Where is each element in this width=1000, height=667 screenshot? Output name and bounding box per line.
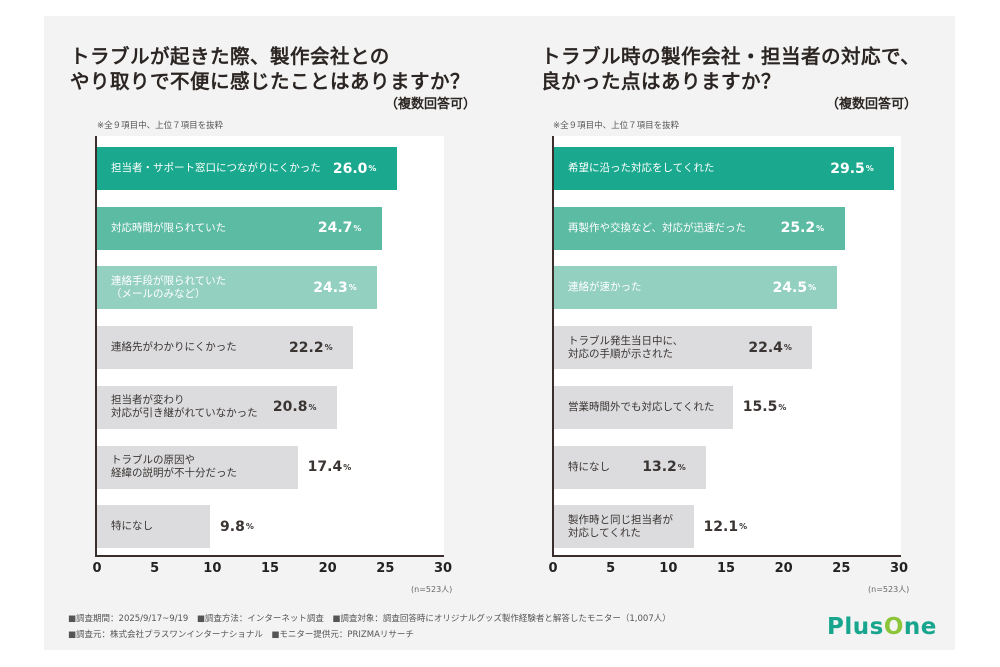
x-tick-label: 5 [606,561,616,576]
bar-value-label: 17.4% [307,459,352,475]
x-tick-label: 0 [548,561,558,576]
left-chart-sample-size: (n=523人) [411,585,453,594]
right-chart-plot: 希望に沿った対応をしてくれた 29.5% 再製作や交換など、対応が迅速だった 25.2… [552,136,901,557]
x-tick-label: 20 [318,561,337,576]
bar-value-label: 13.2% [642,459,686,475]
bar-value-label: 26.0% [332,160,377,177]
right-chart-note: ※全９項目中、上位７項目を抜粋 [553,121,680,131]
bar-category-label: 連絡手段が限られていた （メールのみなど） [111,274,227,300]
bar-category-label: 連絡先がわかりにくかった [111,341,237,354]
bar-value-label: 24.3% [313,279,357,296]
bar-category-label: 営業時間外でも対応してくれた [568,400,715,413]
bar [554,385,733,429]
bar [97,206,382,250]
bar-category-label: 対応時間が限られていた [111,221,227,234]
left-chart-subtitle: （複数回答可） [385,97,477,112]
bar-value-label: 9.8% [220,518,254,535]
bar-category-label: 担当者・サポート窓口につながりにくかった [111,162,321,174]
plusone-logo: PlusOne [827,614,937,640]
x-tick-label: 5 [150,561,160,576]
bar [97,445,298,489]
bar [554,326,813,370]
bar-value-label: 25.2% [780,220,825,237]
bar [554,206,845,250]
survey-info-line-2: ■調査元：株式会社プラスワンインターナショナル ■モニター提供元：PRIZMAリ… [68,630,414,640]
x-tick-label: 20 [774,561,793,576]
left-chart-note: ※全９項目中、上位７項目を抜粋 [97,121,224,131]
bar-value-label: 24.5% [772,279,817,296]
bar [554,266,837,310]
bar-value-label: 20.8% [272,399,317,416]
survey-info-line-1: ■調査期間：2025/9/17~9/19 ■調査方法：インターネット調査 ■調査… [68,614,671,624]
x-tick-label: 30 [889,561,909,576]
x-tick-label: 10 [203,561,222,576]
logo-text-plus: Plus [827,614,884,640]
logo-text-ne: ne [903,614,937,640]
left-chart-plot: 担当者・サポート窓口につながりにくかった 26.0% 対応時間が限られていた 24.7… [95,136,444,557]
logo-text-o: O [883,614,904,640]
bar-category-label: 特になし [111,520,153,533]
bar [554,445,707,489]
bar [97,266,378,310]
bar-value-label: 22.4% [748,339,792,356]
bar [97,505,211,549]
bar-category-label: 製作時と同じ担当者が 対応してくれた [568,513,673,539]
bar-value-label: 12.1% [703,518,748,535]
bar-value-label: 22.2% [289,339,333,356]
bar-category-label: 連絡が速かった [568,281,642,294]
bar-category-label: トラブルの原因や 経緯の説明が不十分だった [111,454,237,479]
bar [554,147,895,190]
bar-category-label: 希望に沿った対応をしてくれた [568,162,715,174]
bar [97,385,337,429]
x-tick-label: 30 [433,561,453,576]
bar [97,147,397,190]
bar [554,505,694,549]
right-chart-subtitle: （複数回答可） [826,97,918,112]
bar-value-label: 29.5% [830,160,874,177]
bar-value-label: 24.7% [317,220,362,237]
bar-category-label: 担当者が変わり 対応が引き継がれていなかった [111,394,258,420]
x-tick-label: 0 [92,561,102,576]
x-tick-label: 15 [716,561,736,576]
bar-category-label: トラブル発生当日中に、 対応の手順が示された [568,334,684,360]
right-chart-sample-size: (n=523人) [868,585,910,594]
bar-category-label: 特になし [568,460,610,473]
x-tick-label: 25 [376,561,395,576]
x-tick-label: 25 [832,561,851,576]
bar-category-label: 再製作や交換など、対応が迅速だった [568,221,746,234]
x-tick-label: 10 [659,561,678,576]
bar [97,326,354,370]
bar-value-label: 15.5% [742,399,787,416]
left-chart-title: トラブルが起きた際、製作会社との やり取りで不便に感じたことはありますか？ [70,45,471,93]
right-chart-title: トラブル時の製作会社・担当者の対応で、 良かった点はありますか？ [541,45,921,93]
x-tick-label: 15 [260,561,280,576]
